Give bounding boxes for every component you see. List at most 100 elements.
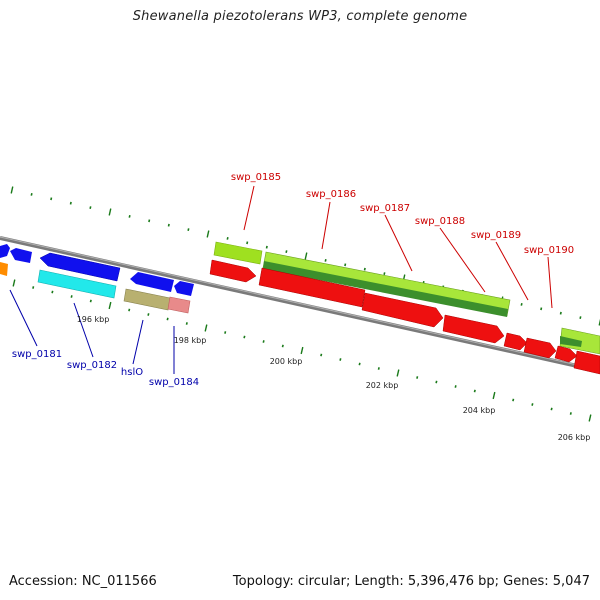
inner-tick-14 [281, 344, 284, 348]
inner-tick-0 [12, 279, 16, 287]
upper-feature-track [213, 241, 600, 355]
gene-swp_0184[interactable] [174, 281, 194, 296]
outer-tick-26 [520, 303, 523, 306]
outer-tick-13 [265, 245, 268, 249]
outer-tick-10 [206, 230, 210, 238]
label-swp_0188[interactable]: swp_0188 [415, 216, 465, 227]
outer-tick-3 [69, 201, 72, 205]
scale-label-206: 206 kbp [558, 433, 591, 442]
inner-tick-12 [243, 335, 246, 339]
inner-tick-26 [512, 398, 515, 402]
inner-tick-8 [166, 317, 169, 321]
feature-swp_0186-cog-dark[interactable] [263, 261, 508, 317]
outer-tick-18 [363, 267, 366, 271]
outer-tick-8 [167, 223, 170, 227]
upper-labels: swp_0185 swp_0186 swp_0187 swp_0188 swp_… [231, 172, 574, 309]
gene-swp_0182[interactable] [39, 252, 121, 282]
label-swp_0185[interactable]: swp_0185 [231, 172, 281, 183]
outer-tick-11 [226, 237, 229, 240]
scale-label-198: 198 kbp [174, 336, 207, 345]
inner-tick-21 [416, 376, 419, 379]
gene-swp_0190b[interactable] [554, 345, 578, 363]
gene-swp_0186[interactable] [258, 267, 366, 308]
lower-feature-track [0, 262, 191, 314]
inner-tick-1 [32, 286, 35, 289]
outer-tick-9 [187, 228, 190, 231]
label-swp_0181[interactable]: swp_0181 [12, 349, 62, 360]
gene-swp_0185[interactable] [209, 259, 257, 283]
gene-swp_0191[interactable] [573, 350, 600, 375]
inner-tick-13 [262, 340, 265, 343]
scale-label-196: 196 kbp [77, 315, 110, 324]
outer-tick-29 [579, 316, 582, 319]
inner-tick-6 [128, 308, 131, 312]
gene-swp_0189[interactable] [503, 332, 528, 351]
outer-tick-1 [30, 193, 33, 196]
outer-tick-30 [598, 318, 600, 326]
inner-tick-5 [108, 301, 112, 310]
label-swp_0186[interactable]: swp_0186 [306, 189, 356, 200]
gene-swp_0188[interactable] [442, 314, 505, 344]
feature-swp_0182-cog[interactable] [37, 269, 117, 299]
inner-scale-ticks [12, 279, 592, 422]
feature-swp_0190-cog-dark[interactable] [560, 336, 582, 347]
inner-tick-30 [588, 414, 592, 422]
map-title: Shewanella piezotolerans WP3, complete g… [132, 9, 468, 24]
gene-swp_0180[interactable] [0, 244, 10, 258]
outer-tick-12 [246, 241, 249, 245]
outer-tick-7 [148, 219, 151, 223]
inner-tick-10 [204, 324, 208, 332]
inner-tick-2 [51, 290, 54, 294]
outer-tick-6 [128, 215, 131, 218]
inner-tick-17 [339, 358, 342, 361]
scale-label-200: 200 kbp [270, 357, 303, 366]
outer-tick-16 [324, 259, 327, 262]
genome-backbone [0, 236, 600, 373]
feature-hslO-cog[interactable] [123, 288, 171, 311]
feature-swp_0185-cog[interactable] [213, 241, 263, 265]
genome-summary-text: Topology: circular; Length: 5,396,476 bp… [232, 574, 590, 589]
scale-label-204: 204 kbp [463, 406, 496, 415]
minus-strand-genes [0, 244, 194, 296]
inner-tick-4 [89, 299, 92, 303]
inner-tick-28 [550, 407, 553, 411]
outer-tick-5 [108, 208, 112, 216]
gene-swp_0187[interactable] [361, 292, 444, 328]
outer-tick-17 [344, 263, 347, 267]
label-swp_0182[interactable]: swp_0182 [67, 360, 117, 371]
label-swp_0184[interactable]: swp_0184 [149, 377, 199, 388]
outer-tick-28 [559, 311, 562, 315]
gene-swp_0181[interactable] [10, 248, 32, 263]
feature-swp_0184-cog[interactable] [167, 296, 191, 314]
label-hslO[interactable]: hslO [121, 367, 143, 378]
gene-swp_0190a[interactable] [523, 337, 557, 359]
scale-label-202: 202 kbp [366, 381, 399, 390]
inner-tick-16 [320, 353, 323, 357]
inner-tick-19 [377, 367, 380, 370]
inner-tick-25 [492, 391, 496, 400]
inner-tick-9 [185, 322, 188, 325]
accession-text: Accession: NC_011566 [9, 574, 157, 589]
label-swp_0189[interactable]: swp_0189 [471, 230, 521, 241]
genome-backbone-highlight [0, 236, 600, 371]
outer-tick-15 [304, 252, 308, 260]
inner-tick-29 [569, 412, 572, 415]
inner-tick-3 [70, 295, 73, 298]
gene-hslO[interactable] [130, 272, 174, 292]
outer-tick-27 [540, 307, 543, 311]
outer-tick-19 [383, 272, 386, 275]
label-swp_0190[interactable]: swp_0190 [524, 245, 574, 256]
plus-strand-genes [209, 259, 600, 375]
outer-tick-0 [10, 186, 14, 194]
inner-tick-18 [358, 362, 361, 366]
inner-tick-7 [147, 313, 150, 316]
inner-tick-27 [531, 403, 534, 406]
label-swp_0187[interactable]: swp_0187 [360, 203, 410, 214]
feature-swp_0180-cog[interactable] [0, 262, 8, 276]
outer-tick-14 [285, 250, 288, 253]
outer-tick-4 [89, 206, 92, 209]
inner-tick-15 [300, 346, 304, 355]
scale-labels: 196 kbp 198 kbp 200 kbp 202 kbp 204 kbp … [77, 315, 591, 442]
inner-tick-22 [435, 380, 438, 384]
